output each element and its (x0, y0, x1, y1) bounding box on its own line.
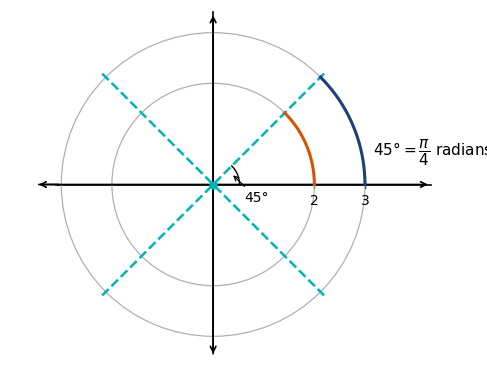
Text: 45°: 45° (234, 176, 269, 205)
Text: $45° = \dfrac{\pi}{4}$ radians: $45° = \dfrac{\pi}{4}$ radians (373, 138, 487, 168)
Text: 3: 3 (360, 194, 369, 208)
Text: 2: 2 (310, 194, 318, 208)
